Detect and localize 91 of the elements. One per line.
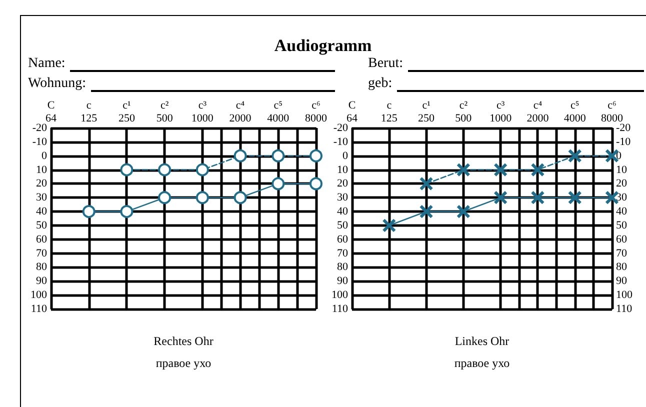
point <box>158 191 172 204</box>
point <box>606 191 618 204</box>
y-tick-label: 20 <box>36 178 48 190</box>
point <box>310 177 322 190</box>
y2-tick-label: -10 <box>616 136 632 148</box>
chart-title: Audiogramm <box>273 36 373 56</box>
y-tick-label: 60 <box>337 233 348 246</box>
point <box>82 205 96 218</box>
x-tick-label: c¹ 250 <box>118 100 136 124</box>
x-tick-label: c⁵ 4000 <box>564 100 586 124</box>
y2-tick-label: 60 <box>616 233 628 246</box>
x-axis-title: Rechtes Ohr правое ухо <box>154 334 214 370</box>
y-tick-label: 100 <box>332 289 348 302</box>
point <box>120 205 134 218</box>
y-tick-label: 90 <box>337 275 348 288</box>
point <box>568 191 582 204</box>
y2-tick-label: 90 <box>616 275 628 288</box>
x-tick-label: c³ 1000 <box>490 100 512 124</box>
y-tick-label: 70 <box>337 247 348 260</box>
y-tick-label: 40 <box>36 206 48 218</box>
x-tick-label: C 64 <box>46 100 57 124</box>
point <box>531 191 544 204</box>
x-tick-label: c⁶ 8000 <box>305 100 328 124</box>
x-tick-label: c 125 <box>80 100 98 124</box>
y2-tick-label: 30 <box>616 192 628 204</box>
y-tick-label: 110 <box>30 303 48 315</box>
y-tick-label: 30 <box>36 192 48 204</box>
x-tick-label: c⁶ 8000 <box>601 100 624 124</box>
y2-tick-label: 10 <box>616 164 628 176</box>
x-tick-label: c 125 <box>380 100 398 124</box>
y-tick-label: -20 <box>333 122 348 134</box>
y-tick-label: 90 <box>36 275 48 288</box>
y-tick-label: 60 <box>36 233 48 246</box>
x-tick-label: c² 500 <box>156 100 174 124</box>
y-tick-label: 70 <box>36 247 48 260</box>
text: geb: <box>368 76 392 92</box>
x-tick-label: c⁴ 2000 <box>229 100 252 124</box>
y-tick-label: -20 <box>32 122 48 134</box>
point <box>531 164 544 176</box>
y-tick-label: -10 <box>333 136 348 148</box>
x-tick-label: c¹ 250 <box>418 100 436 124</box>
y-tick-label: 20 <box>337 178 348 190</box>
x-tick-label: c⁵ 4000 <box>267 100 290 124</box>
x-tick-label: c³ 1000 <box>191 100 214 124</box>
y2-tick-label: 20 <box>616 178 628 190</box>
point <box>234 191 247 204</box>
text: Name: <box>28 56 66 72</box>
y-tick-label: 100 <box>30 289 48 302</box>
text: Wohnung: <box>28 76 86 92</box>
y2-tick-label: 0 <box>616 150 622 162</box>
y-tick-label: 0 <box>42 150 48 162</box>
x-tick-label: C 64 <box>346 100 358 124</box>
point <box>158 163 172 176</box>
y-tick-label: 110 <box>332 303 348 315</box>
y2-tick-label: 110 <box>616 303 633 315</box>
y-tick-label: 50 <box>36 219 48 232</box>
y-tick-label: 0 <box>342 150 348 162</box>
y-tick-label: 10 <box>337 164 348 176</box>
x-tick-label: c² 500 <box>455 100 472 124</box>
y-tick-label: 80 <box>36 261 48 274</box>
point <box>420 177 433 190</box>
y-tick-label: 10 <box>36 164 48 176</box>
point <box>382 219 396 232</box>
point <box>457 205 470 218</box>
x-tick-label: c⁴ 2000 <box>526 100 550 124</box>
text: Berut: <box>368 56 403 72</box>
y2-tick-label: 70 <box>616 247 628 260</box>
point <box>494 164 507 176</box>
y2-tick-label: 40 <box>616 206 628 218</box>
point <box>272 149 285 162</box>
point <box>120 163 134 176</box>
point <box>196 163 209 176</box>
y2-tick-label: -20 <box>616 122 632 134</box>
y-tick-label: -10 <box>32 136 48 148</box>
point <box>420 205 433 218</box>
y2-tick-label: 100 <box>616 289 633 302</box>
y-tick-label: 40 <box>337 206 348 218</box>
y-tick-label: 30 <box>337 192 348 204</box>
point <box>606 150 618 162</box>
point <box>310 149 322 162</box>
y2-tick-label: 50 <box>616 219 628 232</box>
point <box>457 164 470 176</box>
point <box>494 191 507 204</box>
point <box>272 177 285 190</box>
y2-tick-label: 80 <box>616 261 628 274</box>
y-tick-label: 50 <box>337 219 348 232</box>
x-axis-title: Linkes Ohr правое ухо <box>454 334 510 370</box>
point <box>234 149 247 162</box>
y-tick-label: 80 <box>337 261 348 274</box>
point <box>568 150 582 162</box>
point <box>196 191 209 204</box>
